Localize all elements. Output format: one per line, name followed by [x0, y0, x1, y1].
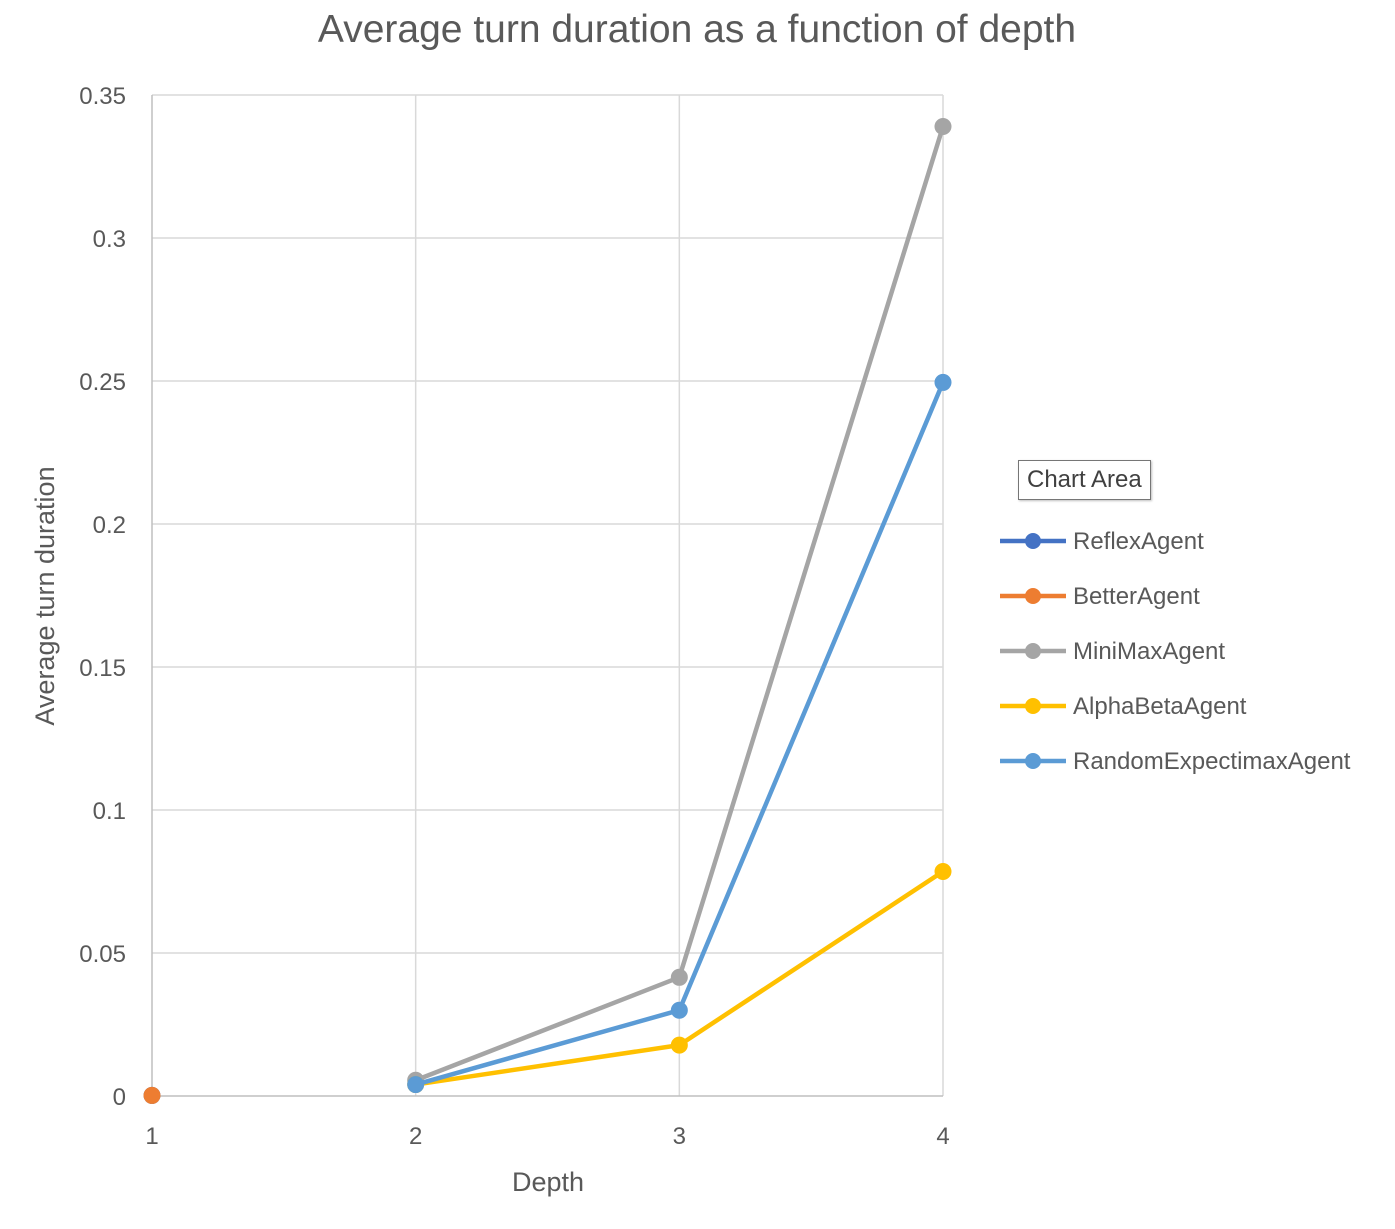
legend-item[interactable]: ReflexAgent — [1000, 528, 1204, 555]
axes: 0 0.05 0.1 0.15 0.2 0.25 0.3 0.35 1 2 3 4 — [79, 83, 949, 1150]
legend-swatch-marker — [1025, 753, 1041, 769]
legend-item[interactable]: RandomExpectimaxAgent — [1000, 748, 1351, 775]
plot-area[interactable] — [143, 117, 952, 1104]
series-BetterAgent[interactable] — [143, 1086, 161, 1104]
data-point[interactable] — [670, 1001, 688, 1019]
x-axis-title[interactable]: Depth — [512, 1167, 584, 1197]
chart-title[interactable]: Average turn duration as a function of d… — [318, 8, 1076, 51]
data-point[interactable] — [407, 1076, 425, 1094]
legend-swatch-marker — [1025, 643, 1041, 659]
legend-label: RandomExpectimaxAgent — [1073, 748, 1351, 775]
data-point[interactable] — [934, 373, 952, 391]
legend-item[interactable]: AlphaBetaAgent — [1000, 693, 1247, 720]
legend-label: ReflexAgent — [1073, 528, 1204, 555]
legend-label: AlphaBetaAgent — [1073, 693, 1247, 720]
legend-label: MiniMaxAgent — [1073, 638, 1225, 665]
y-tick-label: 0 — [113, 1084, 126, 1111]
data-point[interactable] — [670, 968, 688, 986]
data-point[interactable] — [670, 1036, 688, 1054]
y-tick-label: 0.15 — [79, 655, 126, 682]
y-tick-label: 0.1 — [93, 798, 126, 825]
legend[interactable]: ReflexAgent BetterAgent MiniMaxAgent AlphaB… — [1000, 528, 1351, 775]
legend-swatch-marker — [1025, 533, 1041, 549]
gridlines — [151, 94, 944, 1096]
y-tick-label: 0.05 — [79, 941, 126, 968]
legend-item[interactable]: BetterAgent — [1000, 583, 1200, 610]
data-point[interactable] — [934, 117, 952, 135]
y-tick-label: 0.3 — [93, 226, 126, 253]
y-tick-label: 0.2 — [93, 512, 126, 539]
y-tick-label: 0.35 — [79, 83, 126, 110]
x-tick-label: 1 — [145, 1123, 158, 1150]
data-point[interactable] — [143, 1086, 161, 1104]
legend-swatch-marker — [1025, 698, 1041, 714]
legend-item[interactable]: MiniMaxAgent — [1000, 638, 1225, 665]
data-point[interactable] — [934, 862, 952, 880]
x-tick-label: 3 — [673, 1123, 686, 1150]
legend-label: BetterAgent — [1073, 583, 1200, 610]
legend-swatch-marker — [1025, 588, 1041, 604]
y-tick-label: 0.25 — [79, 369, 126, 396]
x-tick-label: 2 — [409, 1123, 422, 1150]
series-RandomExpectimaxAgent[interactable] — [407, 373, 952, 1094]
y-axis-title[interactable]: Average turn duration — [30, 466, 60, 725]
chart-area-tooltip: Chart Area — [1018, 460, 1151, 500]
x-tick-label: 4 — [936, 1123, 949, 1150]
